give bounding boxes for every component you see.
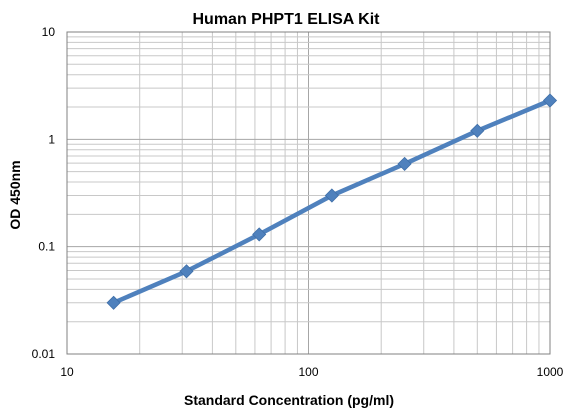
y-tick-label: 10 bbox=[42, 25, 56, 39]
plot-frame bbox=[66, 31, 551, 355]
gridlines bbox=[67, 32, 550, 354]
y-tick-label: 0.1 bbox=[38, 240, 55, 254]
x-tick-label: 10 bbox=[60, 365, 74, 379]
data-point-marker bbox=[106, 295, 121, 310]
tick-labels: 10 100 1000 0.01 0.1 1 10 bbox=[32, 25, 564, 379]
x-tick-label: 1000 bbox=[537, 365, 564, 379]
x-axis-label: Standard Concentration (pg/ml) bbox=[184, 392, 394, 408]
data-point-marker bbox=[542, 93, 558, 108]
data-point-marker bbox=[470, 123, 485, 138]
y-tick-label: 0.01 bbox=[32, 347, 56, 361]
data-point-marker bbox=[252, 227, 267, 242]
series bbox=[106, 93, 558, 310]
data-point-marker bbox=[179, 264, 194, 279]
chart-title: Human PHPT1 ELISA Kit bbox=[193, 11, 381, 28]
y-tick-label: 1 bbox=[48, 132, 55, 146]
x-tick-label: 100 bbox=[298, 365, 318, 379]
data-point-marker bbox=[397, 156, 412, 171]
y-axis-label: OD 450nm bbox=[7, 160, 23, 229]
data-point-marker bbox=[324, 188, 339, 203]
